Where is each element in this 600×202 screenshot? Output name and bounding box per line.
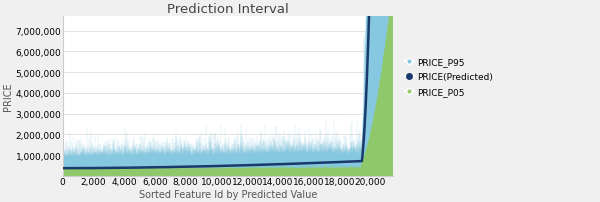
Legend: PRICE_P95, PRICE(Predicted), PRICE_P05: PRICE_P95, PRICE(Predicted), PRICE_P05 [401, 54, 497, 101]
X-axis label: Sorted Feature Id by Predicted Value: Sorted Feature Id by Predicted Value [139, 189, 317, 199]
PRICE(Predicted) [311, 162, 319, 164]
Line: PRICE(Predicted): PRICE(Predicted) [62, 0, 394, 168]
Y-axis label: PRICE: PRICE [3, 82, 13, 111]
PRICE(Predicted) [152, 166, 160, 169]
PRICE(Predicted) [59, 167, 66, 169]
PRICE(Predicted) [239, 164, 246, 167]
PRICE(Predicted) [326, 161, 334, 164]
PRICE(Predicted) [161, 166, 169, 168]
Title: Prediction Interval: Prediction Interval [167, 3, 289, 16]
PRICE(Predicted) [342, 161, 349, 163]
